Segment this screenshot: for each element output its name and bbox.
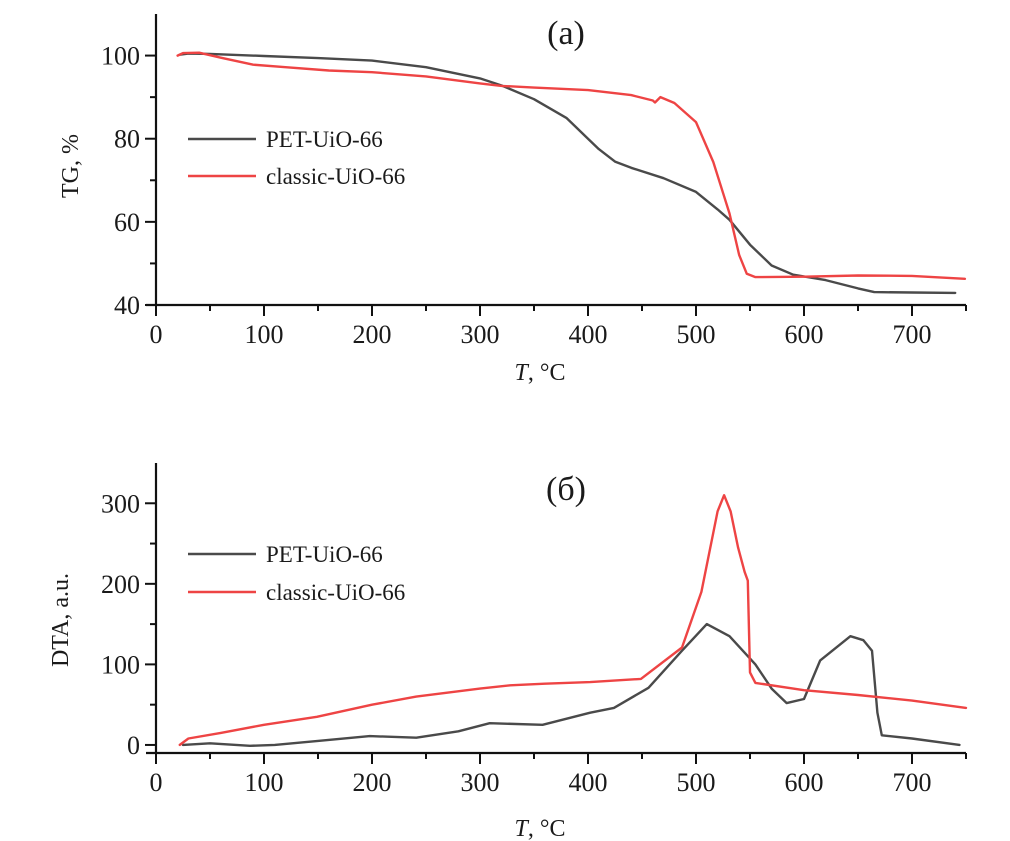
dta-legend: PET-UiO-66 classic-UiO-66 (188, 542, 405, 605)
legend-label-pet: PET-UiO-66 (266, 542, 383, 567)
x-tick-label: 500 (677, 768, 716, 797)
x-tick-label: 700 (893, 768, 932, 797)
dta-x-axis-title-var: T (515, 816, 530, 841)
x-tick-label: 700 (893, 320, 932, 349)
tg-legend: PET-UiO-66 classic-UiO-66 (188, 127, 405, 189)
y-tick-label: 60 (114, 208, 140, 237)
legend-label-classic: classic-UiO-66 (266, 164, 405, 189)
y-tick-label: 0 (127, 731, 140, 760)
series-line-pet-uio-66 (178, 52, 957, 295)
legend-label-pet: PET-UiO-66 (266, 127, 383, 152)
x-tick-label: 200 (353, 768, 392, 797)
dta-axes: 0 100 200 300 400 500 600 700 0 100 200 300 (101, 463, 967, 797)
x-tick-label: 0 (150, 768, 163, 797)
series-line-classic-uio-66 (178, 494, 968, 747)
tg-chart: (a) 0 100 200 300 400 500 600 700 40 60 80 100 PET-… (58, 14, 967, 386)
x-tick-label: 500 (677, 320, 716, 349)
tg-x-axis-title-var: T (515, 360, 530, 386)
x-tick-label: 600 (785, 320, 824, 349)
tg-axes: 0 100 200 300 400 500 600 700 40 60 80 100 (101, 14, 967, 349)
x-tick-label: 200 (353, 320, 392, 349)
x-tick-label: 400 (569, 768, 608, 797)
tg-x-axis-title: T, °C (515, 360, 566, 386)
x-tick-label: 300 (461, 768, 500, 797)
dta-chart: (б) 0 100 200 300 400 500 600 700 0 100 200 300 PET… (48, 463, 968, 841)
x-tick-label: 300 (461, 320, 500, 349)
x-tick-label: 600 (785, 768, 824, 797)
dta-y-axis-title: DTA, a.u. (48, 573, 74, 667)
panel-label-a: (a) (547, 15, 585, 52)
legend-label-classic: classic-UiO-66 (266, 580, 405, 605)
x-tick-label: 100 (245, 320, 284, 349)
dta-series (178, 494, 968, 747)
tg-y-axis-title: TG, % (58, 134, 84, 198)
dta-x-axis-title: T, °C (515, 816, 566, 841)
y-tick-label: 100 (101, 42, 140, 71)
dta-x-axis-title-unit: , °C (528, 816, 566, 841)
y-tick-label: 40 (114, 291, 140, 320)
y-tick-label: 80 (114, 125, 140, 154)
x-tick-label: 100 (245, 768, 284, 797)
y-tick-label: 200 (101, 570, 140, 599)
y-tick-label: 100 (101, 650, 140, 679)
tg-x-axis-title-unit: , °C (528, 360, 566, 386)
series-line-pet-uio-66 (181, 622, 961, 747)
panel-label-b: (б) (546, 471, 586, 508)
y-tick-label: 300 (101, 489, 140, 518)
x-tick-label: 400 (569, 320, 608, 349)
series-line-classic-uio-66 (176, 51, 967, 280)
x-tick-label: 0 (150, 320, 163, 349)
tg-series (176, 51, 967, 295)
